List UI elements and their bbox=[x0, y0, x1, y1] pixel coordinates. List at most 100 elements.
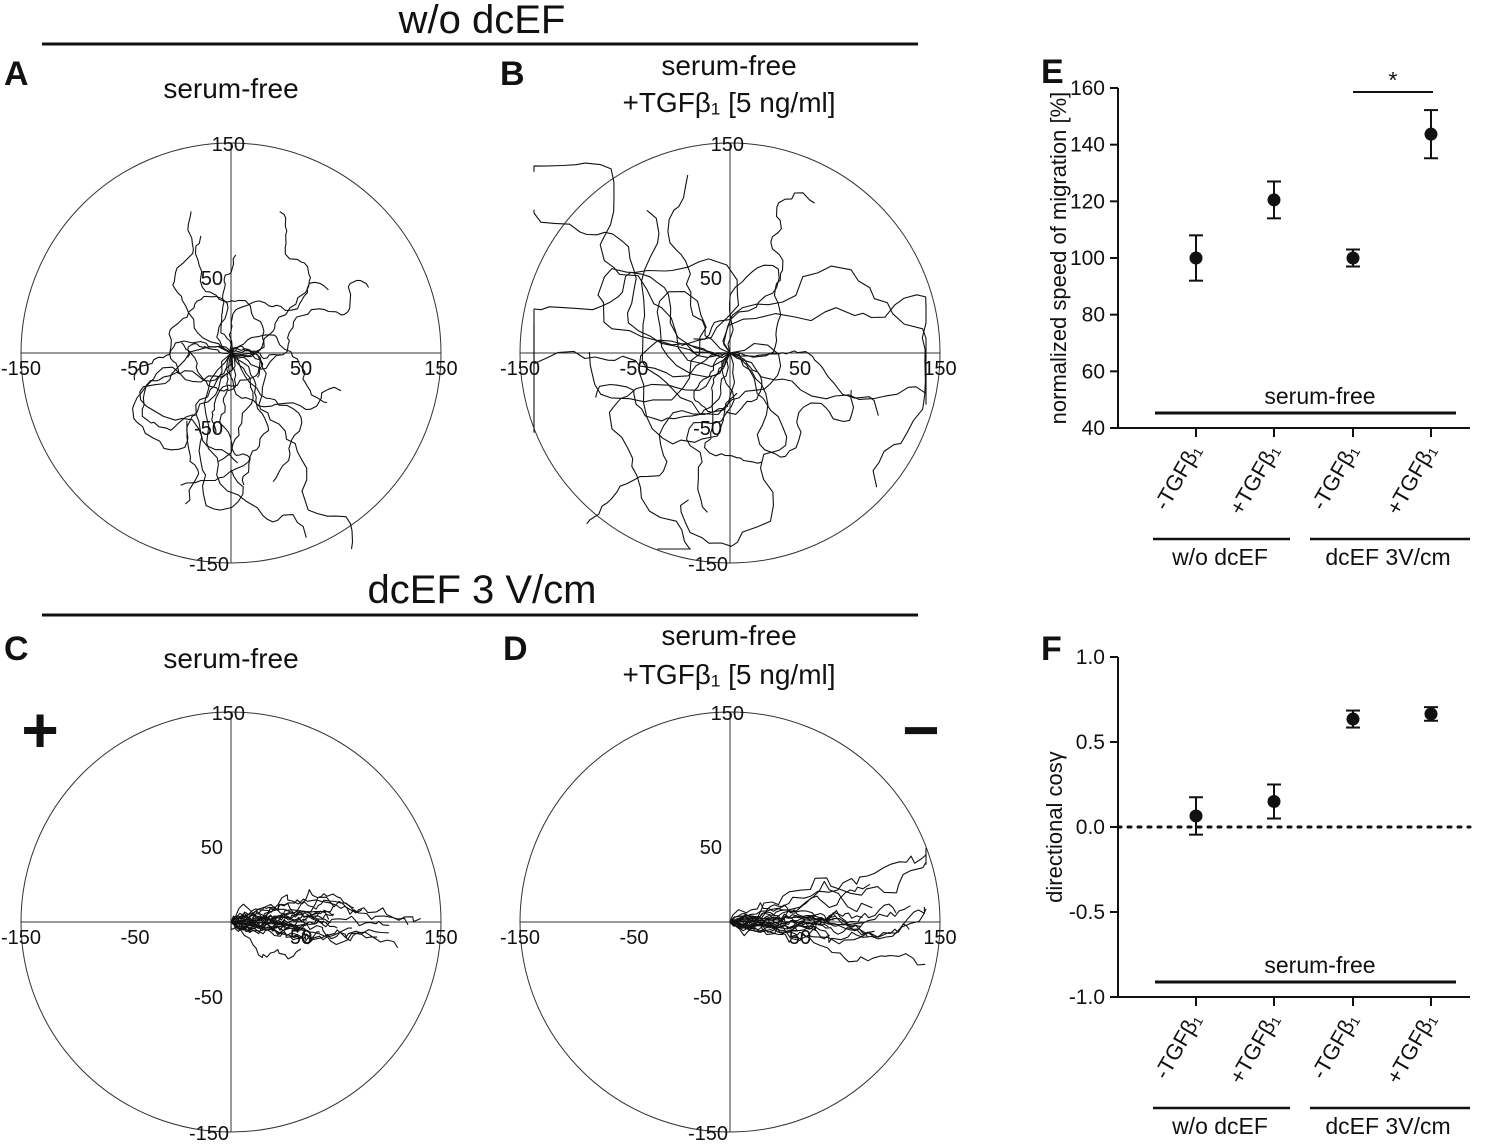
x-tick-pos-50: 50 bbox=[789, 358, 811, 380]
x-tick-neg-150: -150 bbox=[1, 927, 41, 949]
x-category-label: -TGFβ₁ bbox=[1149, 440, 1206, 514]
serum-free-label: serum-free bbox=[1264, 383, 1375, 409]
cell-track bbox=[729, 352, 855, 458]
x-tick-neg-150: -150 bbox=[1, 358, 41, 380]
cell-track bbox=[230, 906, 280, 923]
y-tick-label: 0.0 bbox=[1076, 816, 1105, 839]
panel-b-title-line1: serum-free bbox=[661, 50, 796, 81]
y-tick-label: 120 bbox=[1070, 190, 1105, 213]
cell-track bbox=[180, 352, 270, 486]
cell-track bbox=[533, 162, 731, 368]
cell-track bbox=[230, 902, 334, 923]
panel-d-title-line2: +TGFβ₁ [5 ng/ml] bbox=[622, 659, 835, 690]
y-tick-label: 0.5 bbox=[1076, 731, 1105, 754]
cell-track bbox=[230, 894, 422, 923]
cell-track bbox=[608, 352, 731, 550]
x-category-label: -TGFβ₁ bbox=[1306, 440, 1363, 514]
cell-track bbox=[729, 916, 869, 938]
x-tick-neg-50: -50 bbox=[620, 358, 649, 380]
y-axis-label: normalized speed of migration [%] bbox=[1046, 92, 1071, 425]
x-category-label: +TGFβ₁ bbox=[1381, 1009, 1441, 1088]
x-tick-neg-50: -50 bbox=[620, 927, 649, 949]
data-point bbox=[1424, 707, 1438, 721]
cell-track bbox=[729, 916, 815, 932]
y-tick-label: 80 bbox=[1082, 304, 1105, 327]
cell-track bbox=[533, 322, 731, 378]
cell-track bbox=[729, 909, 817, 924]
cell-track bbox=[725, 351, 763, 415]
x-tick-pos-50: 50 bbox=[290, 358, 312, 380]
y-tick-label: 100 bbox=[1070, 247, 1105, 270]
cell-track bbox=[588, 291, 731, 403]
data-point bbox=[1346, 251, 1360, 265]
cell-track bbox=[729, 916, 926, 966]
y-tick-pos-50: 50 bbox=[201, 837, 223, 859]
cell-track bbox=[667, 174, 731, 354]
serum-free-label: serum-free bbox=[1264, 952, 1375, 978]
panel-letter-a: A bbox=[4, 55, 29, 93]
panel-letter-e: E bbox=[1041, 53, 1064, 91]
cell-track bbox=[230, 918, 399, 949]
cell-track bbox=[217, 352, 254, 463]
cell-track bbox=[172, 211, 232, 354]
y-tick-pos-50: 50 bbox=[700, 268, 722, 290]
cell-track bbox=[211, 349, 261, 434]
x-tick-pos-150: 150 bbox=[424, 358, 457, 380]
cell-track bbox=[729, 921, 830, 940]
x-category-label: +TGFβ₁ bbox=[1224, 1009, 1284, 1088]
y-tick-label: 160 bbox=[1070, 77, 1105, 100]
y-tick-neg-150: -150 bbox=[189, 1123, 229, 1145]
cell-track bbox=[132, 352, 234, 451]
y-tick-label: 1.0 bbox=[1076, 646, 1105, 669]
x-tick-pos-150: 150 bbox=[923, 927, 956, 949]
x-tick-neg-150: -150 bbox=[500, 927, 540, 949]
group-label-2: dcEF 3V/cm bbox=[1325, 544, 1450, 570]
cell-track bbox=[533, 209, 731, 358]
data-point bbox=[1189, 251, 1203, 265]
y-tick-neg-50: -50 bbox=[693, 987, 722, 1009]
y-tick-pos-150: 150 bbox=[711, 703, 744, 725]
header-top: w/o dcEF bbox=[398, 0, 566, 42]
data-point bbox=[1424, 127, 1438, 141]
cell-track bbox=[230, 921, 302, 960]
cell-track bbox=[219, 352, 251, 486]
panel-letter-c: C bbox=[4, 630, 29, 668]
data-point bbox=[1346, 712, 1360, 726]
y-tick-label: -1.0 bbox=[1069, 986, 1105, 1009]
data-point bbox=[1189, 809, 1203, 823]
cell-track bbox=[640, 209, 782, 416]
cell-track bbox=[141, 352, 232, 431]
data-point bbox=[1267, 193, 1281, 207]
cell-track bbox=[230, 921, 353, 941]
directionality-chart: -1.0 -0.5 0.0 0.5 1.0 directional cosγ serum-f… bbox=[1042, 646, 1472, 1139]
cell-track bbox=[729, 192, 815, 358]
cell-track bbox=[723, 265, 927, 388]
cell-track bbox=[704, 352, 762, 464]
cathode-marker: − bbox=[902, 694, 939, 766]
cell-track bbox=[729, 352, 927, 405]
cell-track bbox=[230, 279, 370, 370]
cell-track bbox=[680, 352, 788, 547]
cell-track bbox=[729, 917, 865, 932]
cell-track bbox=[133, 340, 232, 381]
x-tick-neg-50: -50 bbox=[121, 358, 150, 380]
y-tick-pos-150: 150 bbox=[711, 134, 744, 156]
y-tick-label: 40 bbox=[1082, 417, 1105, 440]
cell-track bbox=[168, 295, 232, 374]
cell-track bbox=[230, 347, 281, 360]
x-category-label: +TGFβ₁ bbox=[1224, 440, 1284, 519]
group-label-1: w/o dcEF bbox=[1171, 544, 1268, 570]
y-tick-pos-150: 150 bbox=[212, 134, 245, 156]
cell-track bbox=[195, 352, 239, 464]
cell-track bbox=[638, 339, 738, 445]
y-tick-label: 60 bbox=[1082, 360, 1105, 383]
cell-track bbox=[729, 350, 879, 416]
cell-track bbox=[722, 294, 927, 488]
y-tick-neg-50: -50 bbox=[693, 418, 722, 440]
panel-d-title-line1: serum-free bbox=[661, 620, 796, 651]
cell-track bbox=[185, 352, 236, 505]
trajectory-plot-b: -150 -50 50 150 150 50 -50 -150 bbox=[500, 134, 957, 576]
